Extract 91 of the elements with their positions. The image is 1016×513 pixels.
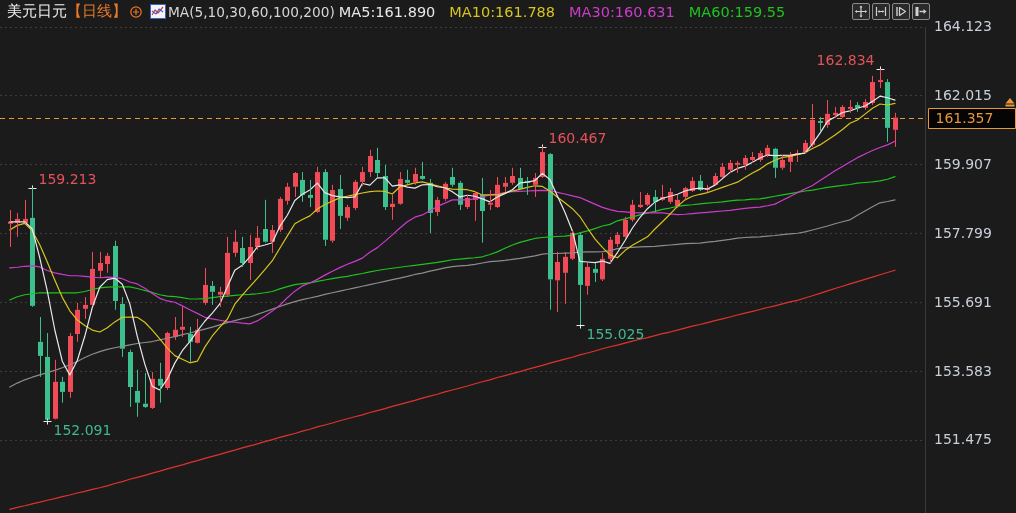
- text: MA10:161.788: [449, 3, 556, 20]
- text: 159.213: [38, 171, 97, 188]
- candlestick: [308, 179, 313, 208]
- candlestick: [270, 224, 275, 254]
- candlestick: [870, 75, 875, 106]
- candlestick: [113, 240, 118, 311]
- candlestick: [563, 251, 568, 305]
- ref-line-label: 161.357: [935, 109, 994, 126]
- candlestick: [158, 362, 163, 404]
- candlestick: [293, 173, 298, 198]
- text: MA5:161.890: [338, 3, 436, 20]
- candlestick: [285, 182, 290, 206]
- candlestick: [233, 229, 238, 258]
- candlestick: [375, 147, 380, 178]
- candlestick: [300, 171, 305, 203]
- candlestick: [833, 106, 838, 119]
- candlestick: [638, 191, 643, 208]
- candlestick: [98, 251, 103, 279]
- candlestick: [218, 286, 223, 308]
- candlestick: [180, 306, 185, 338]
- candlestick: [578, 232, 583, 326]
- candlestick: [83, 296, 88, 320]
- candlestick: [420, 161, 425, 179]
- candlestick: [105, 252, 110, 274]
- candlestick: [390, 194, 395, 221]
- candlestick: [548, 154, 553, 311]
- candlestick: [893, 112, 898, 148]
- candlestick: [488, 189, 493, 211]
- candlestick: [68, 332, 73, 399]
- text: MA60:159.55: [688, 3, 786, 20]
- candlestick: [128, 349, 133, 408]
- y-tick-label: 162.015: [934, 86, 992, 103]
- candlestick: [885, 78, 890, 143]
- y-tick-label: 157.799: [934, 224, 992, 241]
- candlestick: [615, 231, 620, 248]
- chart-subtitle: 【日线】: [67, 2, 127, 21]
- candlestick: [368, 149, 373, 178]
- candlestick: [360, 166, 365, 187]
- candlestick: [600, 252, 605, 282]
- candlestick: [203, 267, 208, 306]
- chart-title: 美元日元: [7, 2, 67, 21]
- y-tick-label: 159.907: [934, 155, 992, 172]
- candlestick: [555, 251, 560, 313]
- candlestick: [60, 376, 65, 404]
- candlestick: [263, 199, 268, 242]
- candlestick: [38, 316, 43, 378]
- candlestick: [143, 372, 148, 407]
- candlestick: [510, 167, 515, 186]
- text: 162.834: [816, 52, 875, 69]
- text: 152.091: [53, 422, 112, 439]
- text: 155.025: [586, 326, 645, 343]
- candlestick: [720, 162, 725, 177]
- text: 160.467: [548, 130, 607, 147]
- candlestick: [585, 262, 590, 296]
- candlestick: [645, 192, 650, 205]
- y-tick-label: 151.475: [934, 431, 992, 448]
- candlestick: [413, 167, 418, 186]
- candlestick: [75, 302, 80, 343]
- candlestick: [450, 167, 455, 188]
- candlestick: [728, 159, 733, 174]
- y-tick-label: 153.583: [934, 362, 992, 379]
- candlestick: [743, 154, 748, 171]
- y-tick-label: 155.691: [934, 293, 992, 310]
- candlestick: [8, 209, 13, 248]
- candlestick: [848, 99, 853, 114]
- candlestick: [623, 216, 628, 237]
- legend-title: MA(5,10,30,60,100,200): [168, 3, 335, 20]
- candlestick: [255, 225, 260, 251]
- candlestick: [503, 176, 508, 193]
- text: MA30:160.631: [569, 3, 675, 20]
- candlestick: [818, 116, 823, 133]
- candlestick: [315, 166, 320, 212]
- candlestick: [135, 369, 140, 418]
- candlestick: [780, 154, 785, 171]
- candlestick: [750, 151, 755, 164]
- y-tick-label: 164.123: [934, 17, 992, 34]
- candlestick: [405, 169, 410, 183]
- candlestick: [240, 236, 245, 268]
- candlestick: [765, 144, 770, 158]
- candlestick: [593, 262, 598, 283]
- candlestick: [225, 236, 230, 298]
- candlestick: [323, 168, 328, 247]
- candlestick: [345, 204, 350, 222]
- candlestick: [210, 280, 215, 306]
- candlestick: [150, 371, 155, 408]
- candlestick: [120, 296, 125, 358]
- candlestick: [330, 184, 335, 244]
- candlestick: [278, 196, 283, 233]
- candlestick: [338, 174, 343, 230]
- candlestick: [810, 103, 815, 148]
- candlestick: [735, 160, 740, 174]
